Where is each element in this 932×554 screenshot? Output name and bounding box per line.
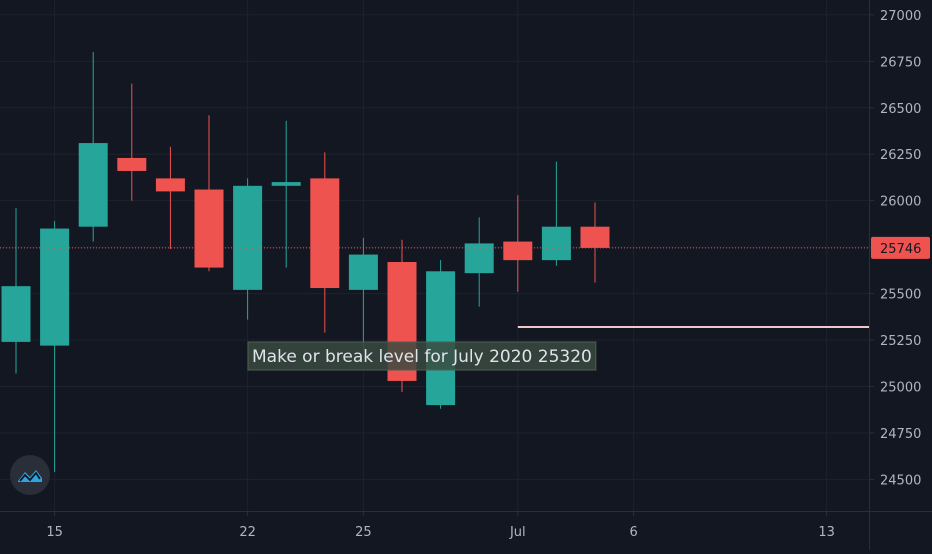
- candle[interactable]: [348, 237, 378, 350]
- candle[interactable]: [580, 202, 610, 283]
- candle-body: [117, 157, 147, 171]
- y-tick-label: 27000: [880, 9, 921, 24]
- candle-body: [271, 182, 301, 186]
- y-tick-label: 26750: [880, 55, 921, 70]
- annotation-box: [247, 341, 597, 371]
- current-price-label-text: 25746: [880, 242, 921, 257]
- x-tick-label: 6: [629, 525, 637, 540]
- grid-lines: [0, 0, 869, 511]
- y-tick-label: 24500: [880, 473, 921, 488]
- y-tick-label: 25500: [880, 288, 921, 303]
- candle-body: [464, 243, 494, 274]
- annotation-text: Make or break level for July 2020 25320: [252, 347, 592, 367]
- logo-icon: [18, 470, 42, 482]
- candle-body: [194, 189, 224, 268]
- candle-body: [78, 143, 108, 227]
- x-tick-label: 15: [46, 525, 63, 540]
- candle-body: [233, 185, 263, 290]
- candle-body: [155, 178, 185, 192]
- candles: [1, 52, 610, 472]
- candle-body: [40, 228, 70, 346]
- candle[interactable]: [40, 221, 70, 472]
- price-axis-panel[interactable]: [869, 0, 932, 550]
- candle-body: [426, 271, 456, 406]
- y-tick-label: 26000: [880, 195, 921, 210]
- candle[interactable]: [503, 195, 533, 292]
- candle[interactable]: [155, 146, 185, 249]
- x-tick-label: Jul: [509, 525, 526, 540]
- y-tick-label: 26250: [880, 148, 921, 163]
- x-tick-label: 22: [239, 525, 256, 540]
- candle-body: [1, 286, 31, 342]
- candle[interactable]: [117, 83, 147, 201]
- candle[interactable]: [541, 161, 571, 266]
- candle[interactable]: [271, 120, 301, 268]
- current-price-label-bg: [871, 236, 930, 259]
- overlays: Make or break level for July 2020 25320: [0, 247, 869, 371]
- annotation-callout[interactable]: Make or break level for July 2020 25320: [247, 341, 597, 371]
- candle-body: [503, 241, 533, 261]
- y-tick-label: 24750: [880, 427, 921, 442]
- tradingview-logo[interactable]: [10, 455, 50, 495]
- candle[interactable]: [78, 52, 108, 242]
- x-tick-label: 13: [818, 525, 835, 540]
- current-price-label[interactable]: 25746: [871, 236, 930, 259]
- candle[interactable]: [194, 115, 224, 272]
- candle[interactable]: [310, 152, 340, 333]
- candle[interactable]: [233, 178, 263, 320]
- candle[interactable]: [1, 208, 31, 374]
- candle-body: [541, 226, 571, 261]
- candle-body: [580, 226, 610, 248]
- time-axis-panel[interactable]: [0, 511, 869, 550]
- candle-body: [310, 178, 340, 289]
- y-tick-label: 26500: [880, 102, 921, 117]
- y-tick-label: 25250: [880, 334, 921, 349]
- candle[interactable]: [426, 260, 456, 409]
- y-tick-label: 25000: [880, 381, 921, 396]
- candle-body: [348, 254, 378, 290]
- x-tick-label: 25: [355, 525, 372, 540]
- candle[interactable]: [464, 217, 494, 307]
